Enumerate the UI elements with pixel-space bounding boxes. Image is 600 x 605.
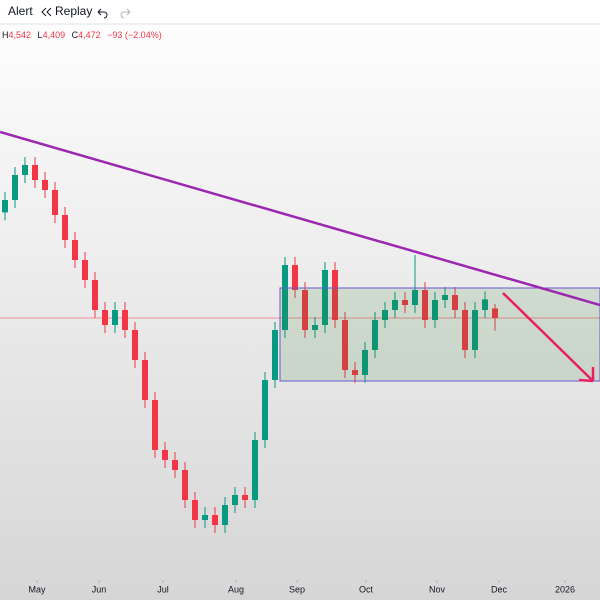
candle-body (232, 495, 238, 505)
candle-body (182, 470, 188, 500)
candle-body (302, 290, 308, 330)
candle-body (432, 300, 438, 320)
candle-body (442, 295, 448, 300)
candle-body (342, 320, 348, 370)
candle-body (322, 270, 328, 325)
candle-body (252, 440, 258, 500)
candle-body (172, 460, 178, 470)
redo-button[interactable] (120, 8, 131, 19)
candle-body (452, 295, 458, 310)
candle-body (412, 290, 418, 305)
candle-body (352, 370, 358, 375)
candle-body (42, 180, 48, 190)
arrow-drawing[interactable] (502, 292, 595, 383)
x-tick-label: Dec (491, 584, 508, 594)
candle-body (242, 495, 248, 500)
candle-body (222, 505, 228, 525)
candle-body (112, 310, 118, 325)
candle-body (262, 380, 268, 440)
candle-body (402, 300, 408, 305)
candle-body (142, 360, 148, 400)
candle-body (2, 200, 8, 213)
undo-button[interactable] (97, 8, 108, 19)
candle-body (202, 515, 208, 520)
replay-icon (41, 7, 52, 17)
candle-body (212, 515, 218, 525)
x-tick-label: Nov (429, 584, 446, 594)
candle-body (332, 270, 338, 320)
candle-body (122, 310, 128, 330)
x-tick-label: Jun (92, 584, 107, 594)
x-tick-label: Oct (359, 584, 374, 594)
legend-label: C (72, 30, 79, 40)
legend-label: H (2, 30, 9, 40)
candle-body (362, 350, 368, 375)
candle-body (292, 265, 298, 290)
x-tick-label: Sep (289, 584, 305, 594)
candle-body (422, 290, 428, 320)
alert-button[interactable]: Alert (8, 4, 33, 18)
candle-body (372, 320, 378, 350)
candle-body (492, 308, 498, 318)
candle-body (22, 165, 28, 175)
candle-body (92, 280, 98, 310)
candle-body (72, 240, 78, 260)
range-rectangle[interactable] (279, 287, 600, 382)
candle-body (462, 310, 468, 350)
ohlc-legend: H4,542 L4,409 C4,472 −93 (−2.04%) (2, 30, 162, 40)
time-axis: May Jun Jul Aug Sep Oct Nov Dec 2026 (28, 580, 575, 594)
replay-button[interactable]: Replay (55, 4, 92, 18)
legend-value: 4,542 (9, 30, 32, 40)
trend-line[interactable] (0, 130, 600, 307)
legend-value: 4,472 (78, 30, 101, 40)
candle-body (192, 500, 198, 520)
candles (0, 157, 600, 533)
legend-value: 4,409 (43, 30, 66, 40)
candle-body (52, 190, 58, 215)
candle-body (82, 260, 88, 280)
x-tick-label: Aug (228, 584, 244, 594)
candle-body (472, 310, 478, 350)
candle-body (392, 300, 398, 310)
legend-label: L (38, 30, 43, 40)
candle-body (162, 450, 168, 460)
candle-body (132, 330, 138, 360)
candle-body (272, 330, 278, 380)
candle-body (12, 175, 18, 200)
candle-body (62, 215, 68, 240)
candle-body (382, 310, 388, 320)
candle-body (482, 299, 488, 310)
legend-change: −93 (−2.04%) (107, 30, 162, 40)
x-tick-label: May (28, 584, 46, 594)
candle-body (312, 325, 318, 330)
candle-body (152, 400, 158, 450)
candle-body (32, 165, 38, 180)
candle-body (102, 310, 108, 325)
x-tick-label: Jul (157, 584, 169, 594)
candle-body (282, 265, 288, 330)
x-tick-label: 2026 (555, 584, 575, 594)
